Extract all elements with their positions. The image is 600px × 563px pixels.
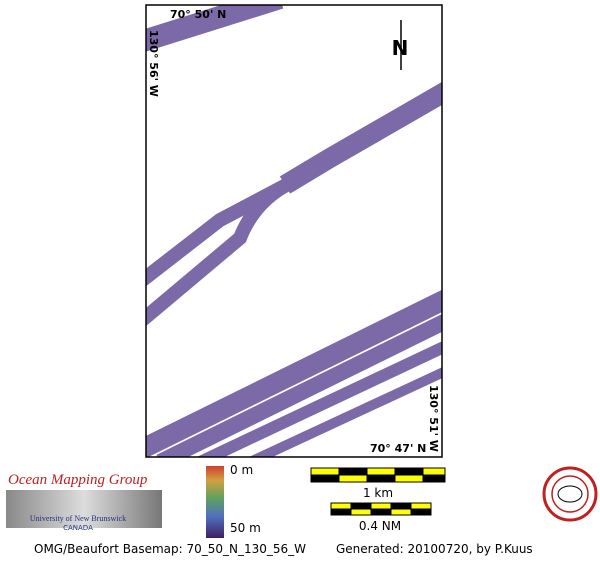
lon-label: 130° 51' W bbox=[427, 385, 440, 452]
logo-country: CANADA bbox=[63, 524, 93, 532]
nm-scale-label: 0.4 NM bbox=[359, 519, 401, 533]
footer-basemap: OMG/Beaufort Basemap: 70_50_N_130_56_W bbox=[34, 542, 306, 556]
swath bbox=[248, 367, 442, 457]
north-label: N bbox=[392, 36, 409, 60]
depth-bottom-label: 50 m bbox=[230, 521, 261, 535]
lat-label: 70° 47' N bbox=[370, 442, 426, 455]
km-scale-label: 1 km bbox=[363, 486, 393, 500]
swath bbox=[146, 175, 296, 327]
km-scale-bar bbox=[310, 467, 446, 483]
university-seal bbox=[542, 466, 598, 522]
nm-scale-bar bbox=[330, 502, 432, 516]
logo-image bbox=[6, 490, 162, 528]
lon-label: 130° 56' W bbox=[147, 30, 160, 97]
swath bbox=[156, 314, 442, 457]
depth-colorbar bbox=[206, 466, 224, 538]
swath bbox=[197, 341, 442, 457]
map-frame bbox=[145, 4, 443, 458]
swath bbox=[279, 81, 442, 194]
depth-top-label: 0 m bbox=[230, 463, 253, 477]
logo-university: University of New Brunswick bbox=[30, 514, 126, 523]
lat-label: 70° 50' N bbox=[170, 8, 226, 21]
swaths bbox=[146, 5, 442, 457]
swath bbox=[146, 289, 442, 457]
logo-title: Ocean Mapping Group bbox=[8, 472, 148, 488]
footer-generated: Generated: 20100720, by P.Kuus bbox=[336, 542, 533, 556]
